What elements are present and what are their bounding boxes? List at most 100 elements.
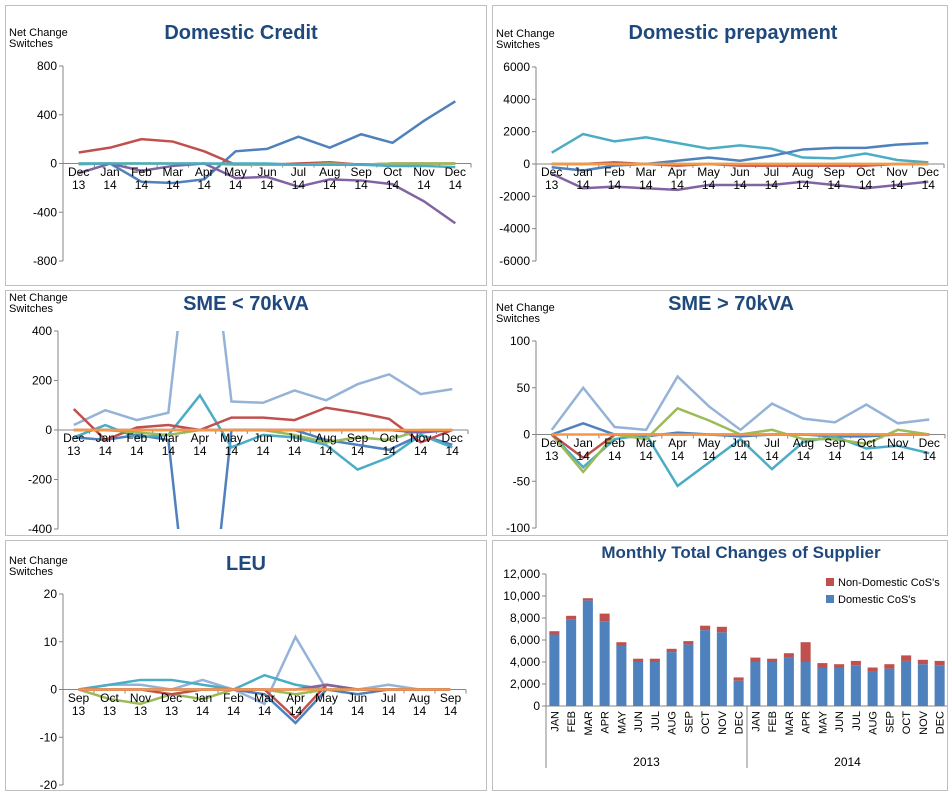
- line-series: [550, 433, 930, 488]
- x-tick-label: FEB: [566, 711, 578, 732]
- y-tick-label: -400: [28, 522, 52, 535]
- bar-segment: [817, 667, 828, 706]
- y-tick-label: 2,000: [510, 677, 540, 691]
- bar-segment: [817, 663, 828, 668]
- chart-panel: -800 -400 0 400 800 Domestic Credit Net Change…: [5, 5, 487, 286]
- chart-panel: -400 -200 0 200 400 SME < 70kVA Net Change Swi…: [5, 290, 487, 536]
- x-tick-label: Sep 13: [67, 690, 90, 718]
- x-tick-label: Jun 14: [257, 164, 277, 192]
- chart: 0 2,000 4,000 6,000 8,000 10,000 12,000 JAN FEB M…: [503, 567, 947, 769]
- x-tick-label: Nov 14: [413, 164, 435, 192]
- x-tick-label: Feb 14: [604, 435, 625, 463]
- line-series: [78, 673, 451, 691]
- x-tick-label: Feb 14: [604, 165, 625, 192]
- x-tick-label: May 14: [697, 165, 720, 192]
- y-tick-label: -400: [33, 205, 57, 219]
- bar-segment: [616, 642, 627, 646]
- x-tick-label: Dec 13: [541, 165, 563, 192]
- chart-panel: -6000 -4000 -2000 0 2000 4000 6000 Domestic pre…: [492, 5, 948, 286]
- bar-segment: [666, 648, 677, 653]
- bar-segment: [867, 671, 878, 706]
- x-tick-label: Jul 14: [763, 165, 780, 192]
- x-tick-label: Dec 14: [444, 164, 466, 192]
- y-tick-label: 400: [37, 108, 57, 122]
- x-tick-label: Jul 14: [764, 435, 780, 463]
- y-tick-label: 6000: [503, 60, 530, 74]
- line-series: [551, 141, 929, 172]
- bar-segment: [901, 660, 912, 706]
- x-tick-label: JUN: [633, 711, 645, 732]
- y-tick-label: -20: [40, 778, 58, 790]
- chart: -800 -400 0 400 800: [33, 59, 472, 268]
- y-tick-label: 6,000: [510, 633, 540, 647]
- line-series: [78, 634, 451, 706]
- y-tick-label: 0: [523, 157, 530, 171]
- x-tick-label: Jul 14: [290, 164, 307, 192]
- x-tick-label: Dec 13: [68, 164, 90, 192]
- chart-title: Domestic Credit: [164, 22, 318, 44]
- bar-segment: [649, 658, 660, 662]
- y-tick-label: 12,000: [503, 567, 540, 581]
- y-tick-label: 8,000: [510, 611, 540, 625]
- bar-segment: [884, 668, 895, 706]
- x-tick-label: Mar 14: [635, 165, 657, 192]
- bar-segment: [783, 653, 794, 658]
- bar-segment: [767, 658, 778, 662]
- x-tick-label: Jul 14: [380, 690, 397, 718]
- y-axis-label: Net Change Switches: [9, 27, 68, 50]
- bar-segment: [850, 660, 861, 666]
- x-tick-label: Dec 14: [917, 165, 939, 192]
- x-tick-label: Apr 14: [286, 690, 305, 718]
- legend-label: Non-Domestic CoS's: [838, 577, 940, 589]
- bar-segment: [917, 664, 928, 706]
- x-tick-label: Nov 14: [887, 435, 909, 463]
- bar-segment: [700, 630, 711, 706]
- bar-segment: [633, 658, 644, 662]
- x-tick-label: OCT: [901, 711, 913, 735]
- bar-segment: [716, 632, 727, 706]
- x-tick-label: Jan 14: [573, 165, 593, 192]
- chart-title: LEU: [226, 553, 266, 575]
- bar-segment: [566, 619, 577, 706]
- x-tick-label: JAN: [549, 711, 561, 732]
- x-tick-label: NOV: [918, 710, 930, 735]
- group-label: 2013: [633, 755, 660, 769]
- x-tick-label: JUN: [834, 711, 846, 732]
- y-tick-label: -6000: [499, 254, 530, 268]
- x-tick-label: Mar 14: [158, 431, 179, 458]
- x-tick-label: FEB: [767, 711, 779, 732]
- x-tick-label: Jan 14: [192, 690, 213, 718]
- y-tick-label: 0: [50, 157, 57, 171]
- x-tick-label: MAY: [616, 710, 628, 734]
- x-tick-label: Feb 14: [126, 431, 148, 458]
- x-tick-label: Jun 14: [730, 435, 751, 463]
- x-tick-label: Aug 14: [319, 164, 341, 192]
- line-series: [78, 162, 457, 225]
- x-tick-label: OCT: [700, 711, 712, 735]
- y-tick-label: 800: [37, 59, 57, 73]
- x-tick-label: JAN: [750, 711, 762, 732]
- bar-segment: [767, 662, 778, 706]
- bar-segment: [683, 641, 694, 645]
- x-tick-label: Sep 14: [350, 164, 372, 192]
- bar-segment: [582, 598, 593, 601]
- y-axis-label: Net Change Switches: [496, 302, 555, 325]
- x-tick-label: Nov 14: [886, 165, 908, 192]
- x-tick-label: Dec 13: [63, 431, 85, 458]
- x-tick-label: APR: [801, 711, 813, 734]
- x-tick-label: Mar 14: [162, 164, 184, 192]
- x-tick-label: May 14: [224, 164, 247, 192]
- bar-segment: [783, 657, 794, 706]
- x-tick-label: NOV: [717, 710, 729, 735]
- bar-segment: [800, 662, 811, 706]
- bar-segment: [549, 634, 560, 706]
- line-series: [78, 100, 456, 185]
- line-series: [551, 172, 929, 192]
- x-tick-label: Sep 14: [346, 431, 369, 458]
- chart-title: SME < 70kVA: [183, 293, 309, 315]
- bar-segment: [934, 660, 945, 666]
- bar-segment: [700, 625, 711, 631]
- chart: -20 -10 0 10 20: [40, 587, 467, 790]
- group-label: 2014: [834, 755, 861, 769]
- bar-segment: [549, 631, 560, 635]
